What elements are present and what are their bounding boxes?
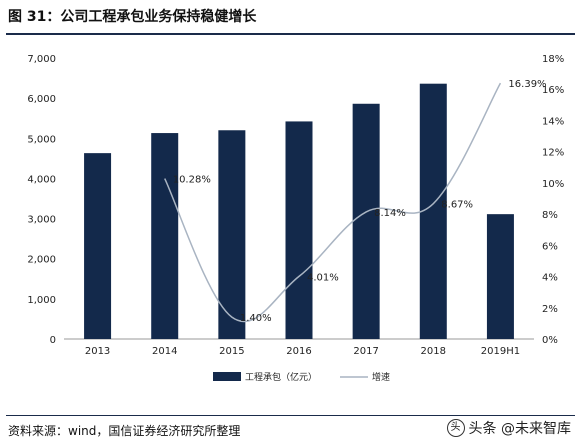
watermark: 头 头条 @未来智库: [446, 418, 571, 438]
right-axis-tick-label: 4%: [542, 273, 558, 284]
bar: [486, 214, 514, 339]
bar: [151, 133, 179, 339]
right-axis-tick-label: 0%: [542, 335, 558, 346]
right-axis-tick-label: 14%: [542, 116, 564, 127]
growth-line: [164, 82, 502, 323]
x-axis-tick-label: 2019H1: [481, 346, 520, 357]
bar-series: [84, 83, 514, 340]
bar-line-chart: 0 1,000 2,000 3,000 4,000 5,000 6,000 7,000 0% 2…: [27, 54, 564, 383]
right-axis-ticks: 0% 2% 4% 6% 8% 10% 12% 14% 16% 18%: [542, 54, 564, 346]
right-axis-tick-label: 6%: [542, 241, 558, 252]
chart-title: 图 31：公司工程承包业务保持稳健增长: [8, 9, 257, 25]
bar: [218, 130, 246, 339]
growth-data-label: 1.40%: [240, 313, 272, 324]
right-axis-tick-label: 12%: [542, 148, 564, 159]
growth-data-label: 4.01%: [307, 272, 339, 283]
left-axis-tick-label: 5,000: [27, 134, 56, 145]
growth-data-label: 10.28%: [173, 175, 211, 186]
left-axis-tick-label: 3,000: [27, 215, 56, 226]
growth-data-label: 8.14%: [374, 208, 406, 219]
bar: [84, 153, 112, 339]
legend-label-bar: 工程承包（亿元）: [245, 371, 317, 383]
toutiao-logo-icon: 头: [446, 419, 465, 437]
watermark-text: 头条 @未来智库: [468, 421, 571, 437]
right-axis-tick-label: 16%: [542, 85, 564, 96]
title-divider: [6, 33, 575, 35]
x-axis-tick-label: 2018: [421, 346, 446, 357]
x-axis-tick-label: 2013: [85, 346, 110, 357]
x-axis-tick-label: 2016: [286, 346, 311, 357]
x-axis-tick-label: 2017: [353, 346, 378, 357]
line-series: 10.28% 1.40% 4.01% 8.14% 8.67% 16.39%: [164, 79, 547, 324]
right-axis-tick-label: 18%: [542, 54, 564, 65]
source-note: 资料来源：wind，国信证券经济研究所整理: [8, 424, 241, 438]
left-axis-tick-label: 7,000: [27, 54, 56, 65]
x-axis-tick-label: 2014: [152, 346, 177, 357]
right-axis-tick-label: 10%: [542, 179, 564, 190]
left-axis-tick-label: 4,000: [27, 174, 56, 185]
left-axis-ticks: 0 1,000 2,000 3,000 4,000 5,000 6,000 7,000: [27, 54, 56, 346]
right-axis-tick-label: 2%: [542, 304, 558, 315]
legend-label-line: 增速: [372, 371, 390, 383]
legend: 工程承包（亿元） 增速: [213, 371, 390, 383]
x-axis-labels: 2013 2014 2015 2016 2017 2018 2019H1: [85, 346, 520, 357]
bar: [285, 121, 313, 339]
bar: [419, 83, 447, 339]
left-axis-tick-label: 1,000: [27, 295, 56, 306]
growth-data-label: 8.67%: [441, 200, 473, 211]
left-axis-tick-label: 6,000: [27, 94, 56, 105]
bar: [352, 103, 380, 340]
source-divider: [6, 415, 575, 416]
left-axis-tick-label: 2,000: [27, 255, 56, 266]
legend-swatch-bar: [213, 372, 241, 381]
growth-data-label: 16.39%: [508, 79, 546, 90]
left-axis-tick-label: 0: [50, 335, 56, 346]
x-axis-tick-label: 2015: [219, 346, 244, 357]
right-axis-tick-label: 8%: [542, 210, 558, 221]
